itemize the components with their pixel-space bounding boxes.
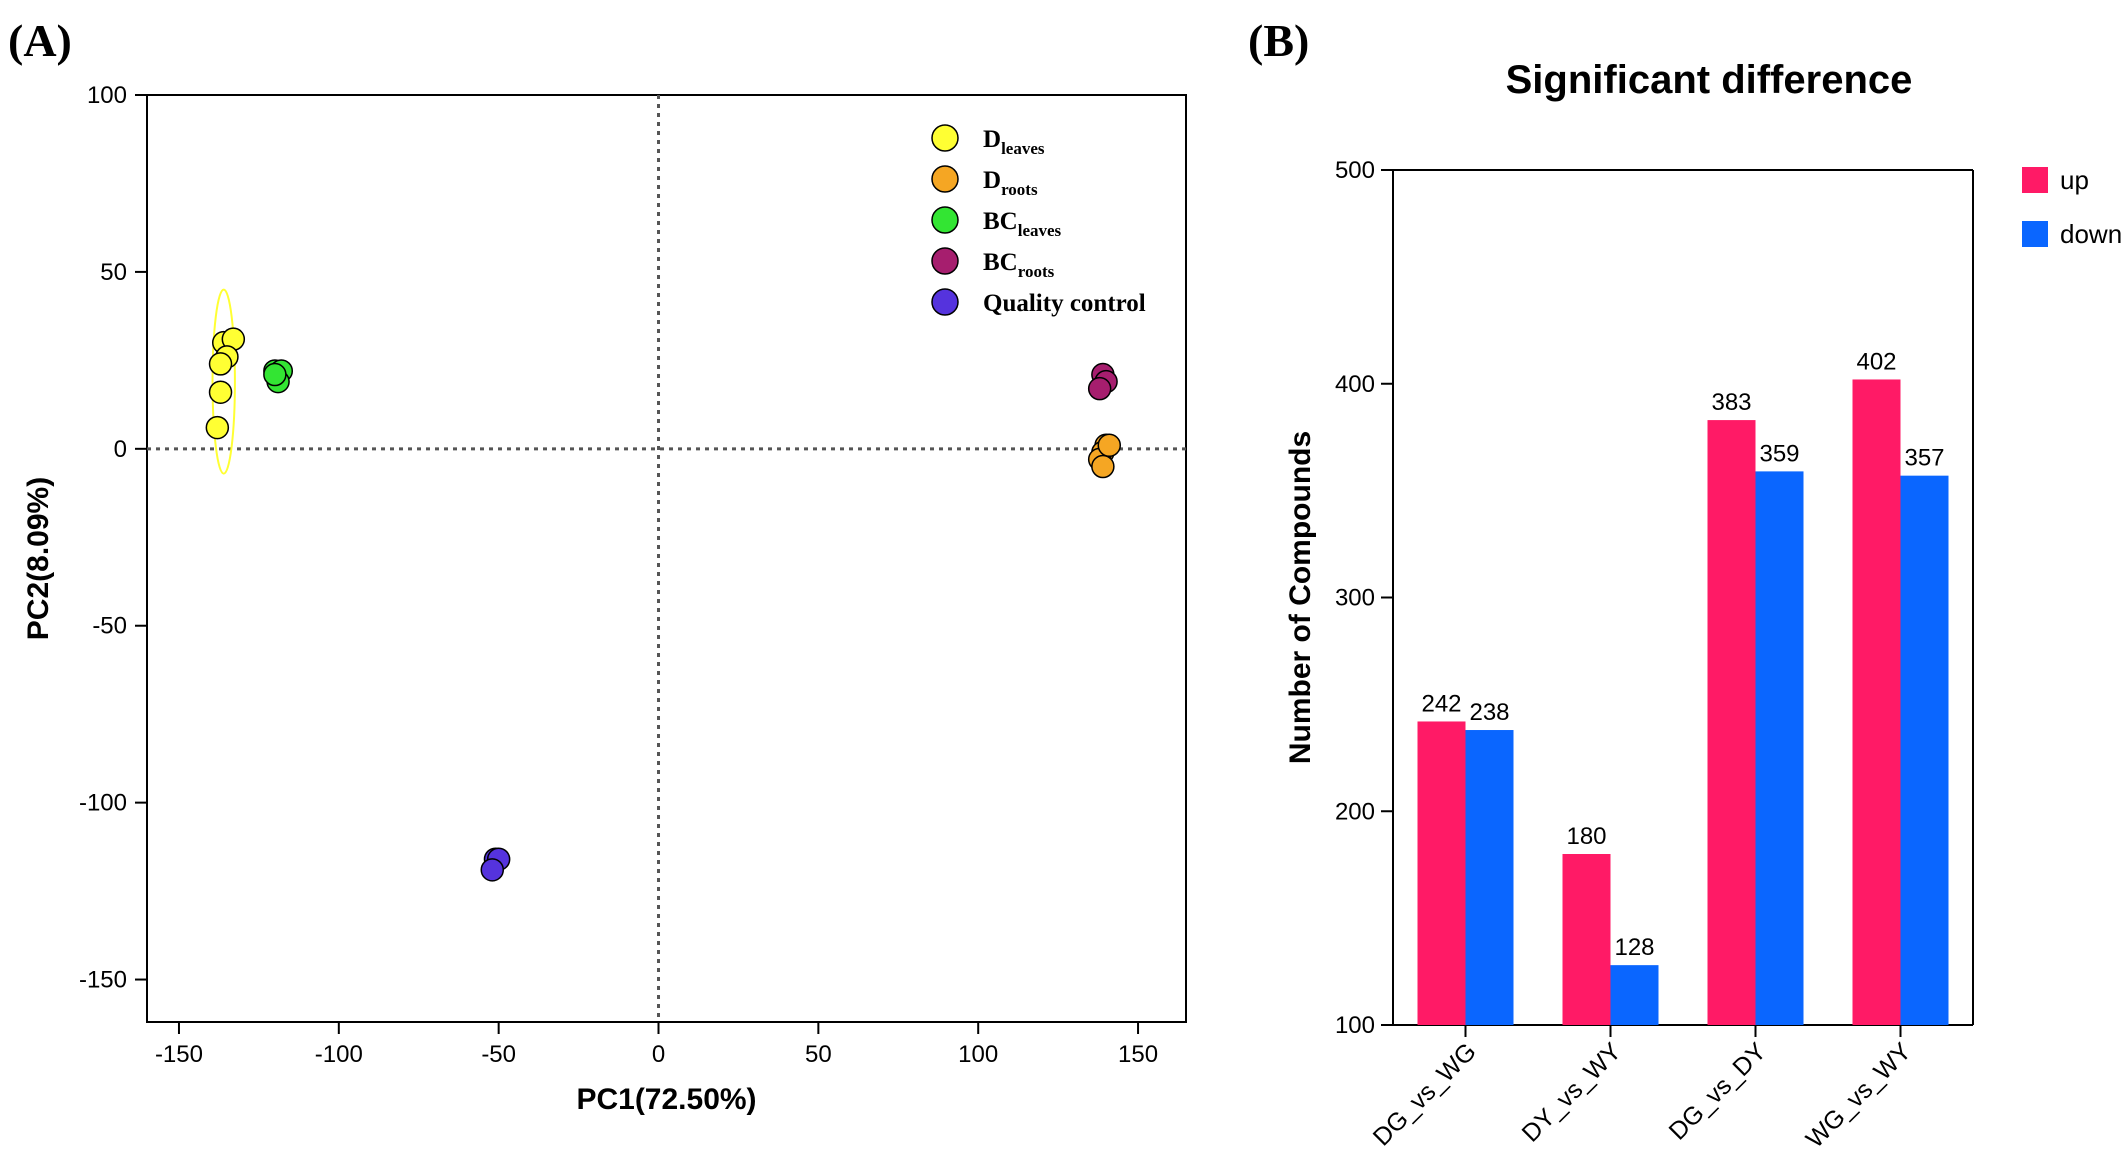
bar-up [1852, 379, 1901, 1026]
pca-y-tick-label: 50 [100, 259, 127, 286]
pca-point [208, 352, 233, 376]
pca-y-tick-label: -100 [79, 790, 127, 817]
pca-x-axis-label: PC1(72.50%) [576, 1083, 756, 1116]
bar-value-label: 180 [1566, 823, 1606, 850]
panel-b-label: (B) [1248, 15, 1309, 66]
bar-y-tick-label: 200 [1335, 798, 1375, 825]
significant-difference-bar-chart: Significant difference 100 200 300 400 500 Num… [1284, 58, 2122, 1153]
pca-point [1097, 433, 1122, 458]
pca-scatter-chart: -150 -100 -50 0 50 100 150 -150 -100 -50 0 50 100 PC1… [22, 82, 1187, 1116]
pca-legend-marker [931, 124, 959, 152]
pca-legend-label-subscript: leaves [1001, 139, 1045, 158]
pca-legend-marker [931, 288, 959, 316]
pca-y-tick-label: 0 [114, 436, 127, 463]
bar-y-tick-label: 100 [1335, 1012, 1375, 1039]
pca-legend-label-main: Quality control [983, 290, 1146, 317]
pca-point [1087, 376, 1112, 401]
pca-x-tick-label: 150 [1118, 1041, 1158, 1068]
pca-y-axis-label: PC2(8.09%) [22, 477, 55, 640]
pca-point [480, 858, 505, 882]
bar-value-label: 402 [1856, 348, 1896, 375]
pca-legend-marker [931, 165, 959, 193]
pca-point [205, 415, 230, 440]
pca-x-tick-label: 0 [652, 1041, 665, 1068]
bar-down [1610, 965, 1659, 1025]
bar-value-label: 357 [1904, 445, 1944, 472]
pca-y-tick-label: 100 [87, 82, 127, 109]
pca-legend-label-subscript: roots [1018, 262, 1055, 281]
pca-y-tick-label: -50 [92, 613, 127, 640]
bar-value-label: 128 [1614, 934, 1654, 961]
bar-value-label: 383 [1711, 389, 1751, 416]
bar-value-label: 242 [1421, 690, 1461, 717]
pca-confidence-ellipse [211, 288, 236, 475]
pca-legend-label-subscript: roots [1001, 180, 1038, 199]
bar-category-label: WG_vs_WY [1801, 1037, 1917, 1153]
pca-plot-frame [146, 94, 1187, 1023]
pca-x-tick-label: -50 [481, 1041, 516, 1068]
bar-up [1707, 420, 1756, 1025]
bar-down [1900, 475, 1949, 1026]
bar-up [1417, 721, 1466, 1025]
pca-legend-marker [931, 206, 959, 234]
bar-category-label: DG_vs_WG [1368, 1037, 1482, 1151]
pca-point [1091, 454, 1115, 479]
pca-legend-label: BCroots [983, 249, 1055, 281]
pca-y-tick-label: -150 [79, 967, 127, 994]
bar-legend-label: down [2060, 219, 2122, 249]
bar-up [1562, 854, 1611, 1025]
bar-legend-label: up [2060, 165, 2089, 195]
pca-legend-label-main: BC [983, 249, 1018, 276]
pca-legend-label-main: D [983, 167, 1001, 194]
pca-legend-label: Droots [983, 167, 1038, 199]
bar-category-label: DG_vs_DY [1664, 1037, 1772, 1145]
bar-y-tick-label: 300 [1335, 585, 1375, 612]
bar-y-axis-label: Number of Compounds [1284, 431, 1317, 764]
pca-legend-label: Dleaves [983, 126, 1045, 158]
bar-y-tick-label: 500 [1335, 157, 1375, 184]
pca-x-tick-label: 50 [805, 1041, 832, 1068]
pca-point [208, 380, 233, 404]
pca-legend-label-subscript: leaves [1018, 221, 1062, 240]
pca-legend-label-main: BC [983, 208, 1018, 235]
pca-point [263, 362, 287, 387]
bar-y-tick-label: 400 [1335, 371, 1375, 398]
pca-x-tick-label: -150 [155, 1041, 203, 1068]
bar-down [1755, 471, 1804, 1025]
pca-legend-marker [931, 247, 959, 275]
bar-legend-swatch [2022, 167, 2048, 193]
bar-chart-title: Significant difference [1506, 58, 1913, 102]
panel-a-label: (A) [8, 15, 72, 66]
bar-value-label: 359 [1759, 440, 1799, 467]
pca-legend-label: Quality control [983, 290, 1146, 317]
pca-legend-label-main: D [983, 126, 1001, 153]
bar-value-label: 238 [1469, 699, 1509, 726]
pca-x-tick-label: 100 [958, 1041, 998, 1068]
bar-category-label: DY_vs_WY [1517, 1037, 1627, 1147]
bar-down [1465, 730, 1514, 1025]
bar-legend-swatch [2022, 221, 2048, 247]
pca-x-tick-label: -100 [315, 1041, 363, 1068]
pca-legend-label: BCleaves [983, 208, 1062, 240]
